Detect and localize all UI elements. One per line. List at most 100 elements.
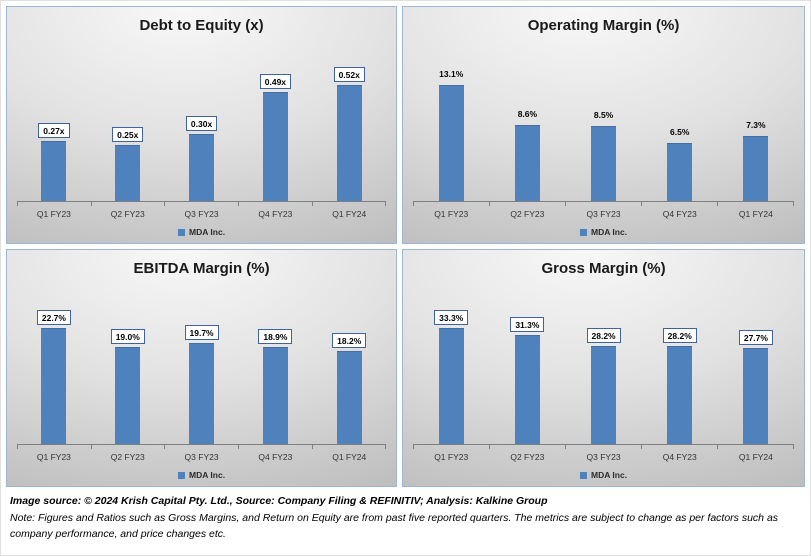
plot-area: 0.27x 0.25x 0.30x 0.49x 0.52x Q1 FY23 Q2 FY23… [17,36,387,219]
data-label: 13.1% [439,69,464,79]
bar [514,125,540,201]
x-axis-label: Q4 FY23 [662,209,697,219]
chart-title: Operating Margin (%) [527,17,680,34]
axis-tick [718,202,794,206]
legend-label: MDA Inc. [591,227,628,237]
bar-column: 8.6% [489,108,565,201]
axis-ticks [413,445,794,449]
bar [115,347,141,444]
chart-title: Gross Margin (%) [541,260,666,277]
x-axis-label: Q1 FY23 [434,209,469,219]
x-axis-label: Q2 FY23 [510,452,545,462]
bar-column: 0.52x [312,67,386,201]
bar [667,346,693,444]
bar [743,348,769,444]
data-label: 0.52x [333,67,365,82]
data-label: 28.2% [586,328,621,343]
legend: MDA Inc. [413,462,794,484]
bar-column: 27.7% [718,330,794,444]
bars-area: 0.27x 0.25x 0.30x 0.49x 0.52x [17,50,387,202]
footer: Image source: © 2024 Krish Capital Pty. … [6,487,805,543]
x-axis-labels: Q1 FY23 Q2 FY23 Q3 FY23 Q4 FY23 Q1 FY24 [413,206,794,219]
x-axis-label: Q4 FY23 [662,452,697,462]
data-label: 28.2% [662,328,697,343]
x-axis-label: Q3 FY23 [184,452,219,462]
axis-tick [239,202,313,206]
x-axis-label: Q1 FY24 [738,452,773,462]
axis-tick [490,445,567,449]
plot-area: 33.3% 31.3% 28.2% 28.2% 27.7% Q1 FY23 Q2 FY23… [413,279,794,462]
bar [189,343,215,444]
bar [41,328,67,444]
bar [591,346,617,444]
bar [667,143,693,201]
legend-label: MDA Inc. [591,470,628,480]
bar-column: 0.30x [165,116,239,201]
bar [514,335,540,444]
legend: MDA Inc. [17,219,386,241]
legend-label: MDA Inc. [189,227,226,237]
bar-column: 22.7% [17,310,91,444]
legend-marker-icon [580,228,588,236]
legend-marker-icon [178,471,186,479]
legend: MDA Inc. [413,219,794,241]
bar [41,141,67,201]
data-label: 8.5% [593,110,614,120]
bar-column: 8.5% [565,109,641,201]
data-label: 8.6% [517,109,538,119]
bar-column: 18.2% [312,333,386,444]
footer-source-line: Image source: © 2024 Krish Capital Pty. … [10,495,548,507]
bar-column: 28.2% [642,328,718,444]
bar [115,145,141,201]
x-axis-label: Q1 FY23 [434,452,469,462]
data-label: 19.7% [184,325,219,340]
axis-ticks [413,202,794,206]
bar-column: 0.25x [91,127,165,201]
data-label: 0.25x [112,127,144,142]
legend: MDA Inc. [17,462,386,484]
x-axis-label: Q3 FY23 [586,452,621,462]
axis-tick [642,202,718,206]
bar-column: 13.1% [413,68,489,201]
bar [336,85,362,201]
x-axis-label: Q1 FY24 [332,452,367,462]
data-label: 33.3% [434,310,469,325]
axis-tick [165,445,239,449]
chart-operating-margin: Operating Margin (%) 13.1% 8.6% 8.5% 6.5% 7.… [402,6,805,244]
bar-column: 0.27x [17,123,91,201]
data-label: 27.7% [738,330,773,345]
x-axis-label: Q3 FY23 [586,209,621,219]
data-label: 0.30x [185,116,218,131]
plot-area: 13.1% 8.6% 8.5% 6.5% 7.3% Q1 FY23 Q2 FY23 Q3 F… [413,36,794,219]
data-label: 18.2% [332,333,367,348]
axis-tick [490,202,567,206]
x-axis-label: Q1 FY23 [36,452,71,462]
data-label: 0.49x [259,74,292,89]
bar-column: 18.9% [238,329,312,444]
axis-tick [413,445,491,449]
legend-marker-icon [178,228,186,236]
legend-marker-icon [580,471,588,479]
bar [336,351,362,444]
bar [743,136,769,201]
bar-column: 28.2% [565,328,641,444]
data-label: 19.0% [110,329,145,344]
x-axis-label: Q1 FY24 [738,209,773,219]
axis-tick [239,445,313,449]
axis-tick [165,202,239,206]
bar-column: 6.5% [642,126,718,201]
axis-tick [92,202,166,206]
x-axis-label: Q4 FY23 [258,452,293,462]
axis-tick [642,445,718,449]
data-label: 18.9% [258,329,293,344]
data-label: 7.3% [746,120,766,130]
axis-tick [566,202,643,206]
axis-tick [92,445,166,449]
axis-ticks [17,202,387,206]
chart-title: Debt to Equity (x) [139,17,264,34]
x-axis-label: Q2 FY23 [110,452,145,462]
axis-tick [313,445,387,449]
bar-column: 0.49x [238,74,312,201]
axis-tick [17,202,92,206]
x-axis-labels: Q1 FY23 Q2 FY23 Q3 FY23 Q4 FY23 Q1 FY24 [413,449,794,462]
